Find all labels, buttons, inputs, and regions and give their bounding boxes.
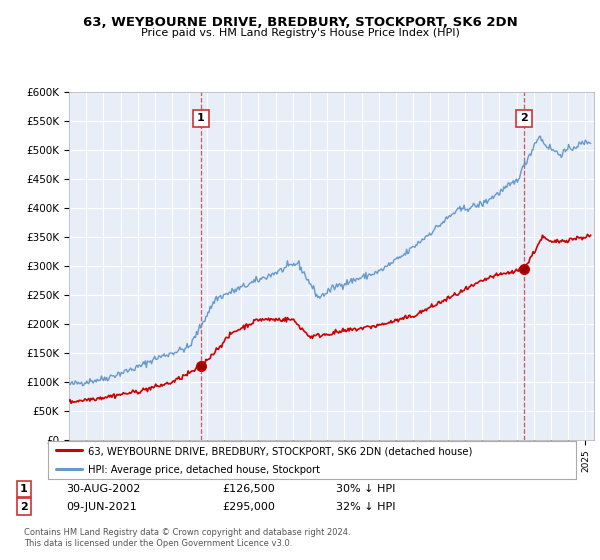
Text: 2: 2 [20,502,28,512]
Text: 1: 1 [197,114,205,123]
Text: £295,000: £295,000 [222,502,275,512]
Text: This data is licensed under the Open Government Licence v3.0.: This data is licensed under the Open Gov… [24,539,292,548]
Text: 09-JUN-2021: 09-JUN-2021 [66,502,137,512]
Text: 63, WEYBOURNE DRIVE, BREDBURY, STOCKPORT, SK6 2DN (detached house): 63, WEYBOURNE DRIVE, BREDBURY, STOCKPORT… [88,446,472,456]
Text: 30-AUG-2002: 30-AUG-2002 [66,484,140,494]
Text: £126,500: £126,500 [222,484,275,494]
Text: 63, WEYBOURNE DRIVE, BREDBURY, STOCKPORT, SK6 2DN: 63, WEYBOURNE DRIVE, BREDBURY, STOCKPORT… [83,16,517,29]
Text: 1: 1 [20,484,28,494]
Text: Price paid vs. HM Land Registry's House Price Index (HPI): Price paid vs. HM Land Registry's House … [140,28,460,38]
Text: HPI: Average price, detached house, Stockport: HPI: Average price, detached house, Stoc… [88,465,320,475]
Text: 30% ↓ HPI: 30% ↓ HPI [336,484,395,494]
Text: 2: 2 [520,114,528,123]
Text: Contains HM Land Registry data © Crown copyright and database right 2024.: Contains HM Land Registry data © Crown c… [24,528,350,537]
Text: 32% ↓ HPI: 32% ↓ HPI [336,502,395,512]
